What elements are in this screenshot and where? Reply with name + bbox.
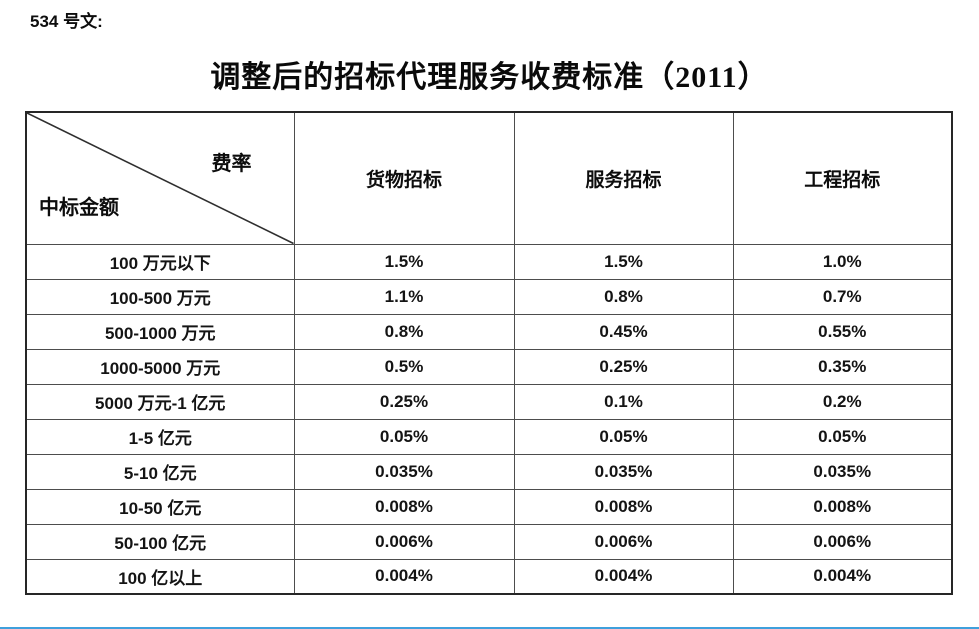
bottom-accent-line <box>0 627 979 629</box>
rate-cell: 0.35% <box>732 348 953 385</box>
rate-cell: 1.5% <box>293 243 515 280</box>
amount-range-cell: 1000-5000 万元 <box>25 348 295 385</box>
rate-cell: 0.035% <box>513 453 734 490</box>
page-title: 调整后的招标代理服务收费标准（2011） <box>210 61 769 94</box>
table-row: 10-50 亿元 0.008% 0.008% 0.008% <box>25 488 953 525</box>
amount-range-cell: 100-500 万元 <box>25 278 295 315</box>
rate-cell: 0.008% <box>293 488 515 525</box>
rate-cell: 0.008% <box>513 488 734 525</box>
doc-number-label: 534 号文: <box>30 12 103 31</box>
rate-cell: 0.05% <box>732 418 953 455</box>
rate-cell: 0.006% <box>293 523 515 560</box>
rate-cell: 0.006% <box>513 523 734 560</box>
table-row: 100 亿以上 0.004% 0.004% 0.004% <box>25 558 953 595</box>
amount-range-cell: 100 万元以下 <box>25 243 295 280</box>
table-row: 5-10 亿元 0.035% 0.035% 0.035% <box>25 453 953 490</box>
rate-cell: 0.004% <box>293 558 515 595</box>
table-row: 1-5 亿元 0.05% 0.05% 0.05% <box>25 418 953 455</box>
amount-range-cell: 50-100 亿元 <box>25 523 295 560</box>
column-header-engineering: 工程招标 <box>732 111 953 245</box>
rate-cell: 1.0% <box>732 243 953 280</box>
diagonal-divider <box>27 113 294 244</box>
rate-cell: 0.25% <box>513 348 734 385</box>
table-row: 100-500 万元 1.1% 0.8% 0.7% <box>25 278 953 315</box>
rate-cell: 0.05% <box>293 418 515 455</box>
amount-range-cell: 100 亿以上 <box>25 558 295 595</box>
rate-cell: 1.5% <box>513 243 734 280</box>
rate-cell: 0.006% <box>732 523 953 560</box>
rate-cell: 0.7% <box>732 278 953 315</box>
diagonal-corner-cell: 费率 中标金额 <box>25 111 295 245</box>
column-header-goods: 货物招标 <box>293 111 515 245</box>
amount-range-cell: 5000 万元-1 亿元 <box>25 383 295 420</box>
corner-label-rate: 费率 <box>211 153 252 175</box>
rate-cell: 0.25% <box>293 383 515 420</box>
rate-cell: 0.2% <box>732 383 953 420</box>
table-row: 5000 万元-1 亿元 0.25% 0.1% 0.2% <box>25 383 953 420</box>
table-header-row: 费率 中标金额 货物招标 服务招标 工程招标 <box>25 111 953 245</box>
table-row: 1000-5000 万元 0.5% 0.25% 0.35% <box>25 348 953 385</box>
table-row: 500-1000 万元 0.8% 0.45% 0.55% <box>25 313 953 350</box>
rate-cell: 0.45% <box>513 313 734 350</box>
fee-rate-table: 费率 中标金额 货物招标 服务招标 工程招标 100 万元以下 1.5% 1.5… <box>25 111 953 595</box>
rate-cell: 0.05% <box>513 418 734 455</box>
rate-cell: 0.004% <box>732 558 953 595</box>
rate-cell: 0.004% <box>513 558 734 595</box>
amount-range-cell: 5-10 亿元 <box>25 453 295 490</box>
rate-cell: 0.1% <box>513 383 734 420</box>
corner-label-amount: 中标金额 <box>39 197 119 219</box>
rate-cell: 0.8% <box>513 278 734 315</box>
rate-cell: 0.8% <box>293 313 515 350</box>
amount-range-cell: 500-1000 万元 <box>25 313 295 350</box>
column-header-services: 服务招标 <box>513 111 734 245</box>
rate-cell: 0.5% <box>293 348 515 385</box>
rate-cell: 1.1% <box>293 278 515 315</box>
amount-range-cell: 1-5 亿元 <box>25 418 295 455</box>
table-row: 50-100 亿元 0.006% 0.006% 0.006% <box>25 523 953 560</box>
rate-cell: 0.008% <box>732 488 953 525</box>
table-row: 100 万元以下 1.5% 1.5% 1.0% <box>25 243 953 280</box>
rate-cell: 0.55% <box>732 313 953 350</box>
rate-cell: 0.035% <box>293 453 515 490</box>
amount-range-cell: 10-50 亿元 <box>25 488 295 525</box>
rate-cell: 0.035% <box>732 453 953 490</box>
